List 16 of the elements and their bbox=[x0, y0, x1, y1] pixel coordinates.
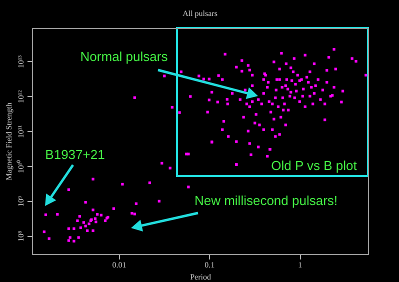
y-tick-label: 10⁸ bbox=[16, 230, 26, 242]
chart-title: All pulsars bbox=[182, 9, 218, 18]
annotation: New millisecond pulsars! bbox=[194, 193, 338, 208]
y-tick-label: 10¹³ bbox=[16, 54, 26, 68]
x-axis-title: Period bbox=[190, 272, 211, 282]
x-tick-label: 0.1 bbox=[204, 260, 215, 270]
y-tick-label: 10⁹ bbox=[16, 196, 26, 207]
x-tick-label: 1 bbox=[298, 260, 302, 270]
x-tick-label: 0.01 bbox=[112, 260, 126, 270]
annotation: Old P vs B plot bbox=[271, 158, 358, 173]
annotation: Normal pulsars bbox=[80, 49, 168, 64]
y-tick-label: 10¹² bbox=[16, 90, 26, 104]
annotation: B1937+21 bbox=[45, 147, 105, 162]
y-axis-title: Magnetic Field Strength bbox=[4, 102, 14, 180]
y-tick-label: 10¹⁰ bbox=[16, 160, 26, 174]
y-tick-label: 10¹¹ bbox=[16, 124, 26, 138]
